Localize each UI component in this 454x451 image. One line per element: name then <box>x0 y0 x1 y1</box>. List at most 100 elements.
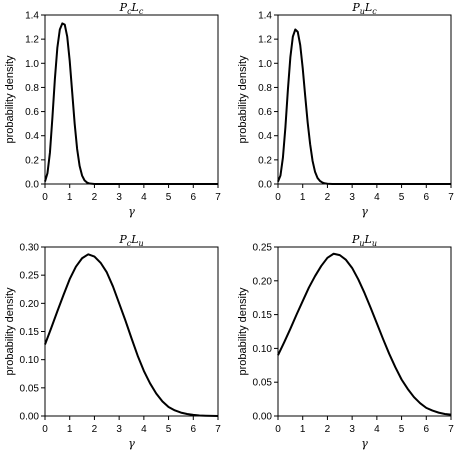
y-tick-label: 0.05 <box>20 383 40 394</box>
title-subscript: u <box>372 239 377 248</box>
title-symbol: P <box>351 233 360 246</box>
x-tick-label: 1 <box>300 424 306 435</box>
x-axis-label: γ <box>128 205 135 218</box>
chart-title: PcLc <box>119 1 144 16</box>
x-tick-label: 4 <box>141 192 147 203</box>
y-tick-label: 0.15 <box>20 327 40 338</box>
x-tick-label: 1 <box>67 192 73 203</box>
y-tick-label: 0.0 <box>25 180 39 191</box>
y-tick-label: 0.05 <box>253 378 273 389</box>
x-tick-label: 3 <box>349 192 355 203</box>
title-subscript: u <box>360 7 365 16</box>
chart-panel-3: 0 1 2 3 4 5 6 7 0.00 0.05 0.10 0.15 0.20 0.25 0.30 prob… <box>4 233 221 450</box>
title-symbol: P <box>118 233 127 246</box>
y-tick-label: 0.30 <box>20 243 40 254</box>
x-tick-label: 4 <box>374 192 380 203</box>
y-tick-label: 0.2 <box>25 155 39 166</box>
x-tick-label: 4 <box>141 424 147 435</box>
y-tick-label: 1.2 <box>258 35 272 46</box>
x-tick-label: 2 <box>325 424 331 435</box>
y-tick-label: 0.2 <box>258 155 272 166</box>
y-tick-label: 1.0 <box>25 59 39 70</box>
x-tick-label: 5 <box>166 424 172 435</box>
series-line <box>44 22 218 185</box>
title-subscript: c <box>372 7 377 16</box>
y-tick-label: 0.20 <box>20 299 40 310</box>
y-tick-label: 1.4 <box>25 11 39 22</box>
y-tick-label: 0.15 <box>253 310 273 321</box>
series-line <box>277 252 452 416</box>
y-axis-label: probability density <box>237 55 249 144</box>
y-tick-label: 0.25 <box>253 243 273 254</box>
x-tick-label: 0 <box>42 424 48 435</box>
x-tick-label: 6 <box>424 424 430 435</box>
title-symbol: P <box>351 1 360 14</box>
title-symbol: L <box>131 1 139 14</box>
y-tick-label: 0.4 <box>258 131 272 142</box>
series-line <box>277 28 451 185</box>
x-tick-label: 5 <box>399 192 405 203</box>
plot-frame <box>277 246 452 417</box>
y-tick-label: 1.0 <box>258 59 272 70</box>
y-axis-label: probability density <box>4 55 16 144</box>
x-tick-label: 6 <box>191 424 197 435</box>
chart-panel-1: 0 1 2 3 4 5 6 7 0.0 0.2 0.4 0.6 0.8 1.0 1.2 1.4 probabil… <box>4 1 221 218</box>
x-tick-label: 0 <box>42 192 48 203</box>
x-tick-label: 2 <box>325 192 331 203</box>
x-tick-label: 2 <box>92 424 98 435</box>
y-tick-label: 0.8 <box>258 83 272 94</box>
chart-title: PuLc <box>351 1 377 16</box>
title-subscript: u <box>139 239 144 248</box>
y-tick-label: 0.8 <box>25 83 39 94</box>
y-tick-label: 0.4 <box>25 131 39 142</box>
title-subscript: c <box>139 7 144 16</box>
y-tick-label: 0.20 <box>253 276 273 287</box>
y-tick-label: 0.10 <box>253 344 273 355</box>
x-tick-label: 2 <box>92 192 98 203</box>
x-tick-label: 3 <box>116 192 122 203</box>
x-tick-label: 6 <box>424 192 430 203</box>
plot-frame <box>44 14 219 185</box>
x-tick-label: 7 <box>215 192 221 203</box>
series-line <box>44 253 219 417</box>
title-symbol: L <box>130 233 138 246</box>
y-tick-label: 0.0 <box>258 180 272 191</box>
x-tick-label: 7 <box>215 424 221 435</box>
x-axis-label: γ <box>361 205 368 218</box>
x-tick-label: 7 <box>448 192 454 203</box>
chart-title: PcLu <box>118 233 143 248</box>
y-tick-label: 1.4 <box>258 11 272 22</box>
y-tick-label: 0.6 <box>258 107 272 118</box>
plot-frame <box>277 14 452 185</box>
chart-title: PuLu <box>351 233 377 248</box>
chart-panel-2: 0 1 2 3 4 5 6 7 0.0 0.2 0.4 0.6 0.8 1.0 1.2 1.4 probabil… <box>237 1 454 218</box>
x-tick-label: 3 <box>116 424 122 435</box>
x-axis-label: γ <box>128 437 135 450</box>
y-axis-label: probability density <box>237 287 249 376</box>
x-tick-label: 1 <box>300 192 306 203</box>
x-axis-label: γ <box>361 437 368 450</box>
x-tick-label: 6 <box>191 192 197 203</box>
y-axis-label: probability density <box>4 287 16 376</box>
x-tick-label: 5 <box>399 424 405 435</box>
plot-frame <box>44 246 219 417</box>
x-tick-label: 5 <box>166 192 172 203</box>
title-subscript: c <box>127 239 132 248</box>
y-tick-label: 0.00 <box>20 412 40 423</box>
title-subscript: u <box>359 239 364 248</box>
y-tick-label: 1.2 <box>25 35 39 46</box>
title-symbol: P <box>119 1 128 14</box>
x-tick-label: 1 <box>67 424 73 435</box>
y-tick-label: 0.25 <box>20 271 40 282</box>
title-symbol: L <box>364 233 372 246</box>
y-tick-label: 0.6 <box>25 107 39 118</box>
x-tick-label: 0 <box>275 192 281 203</box>
x-tick-label: 3 <box>349 424 355 435</box>
y-tick-label: 0.00 <box>253 412 273 423</box>
chart-panel-4: 0 1 2 3 4 5 6 7 0.00 0.05 0.10 0.15 0.20 0.25 probabil… <box>237 233 454 450</box>
x-tick-label: 7 <box>448 424 454 435</box>
title-symbol: L <box>364 1 372 14</box>
y-tick-label: 0.10 <box>20 355 40 366</box>
x-tick-label: 0 <box>275 424 281 435</box>
